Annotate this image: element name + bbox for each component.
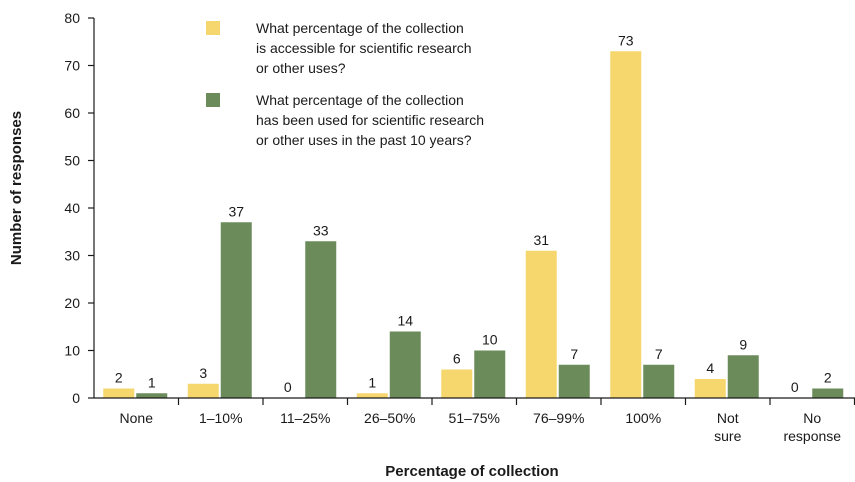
bar-value-label: 6 bbox=[453, 351, 461, 367]
bar-series-2 bbox=[220, 222, 252, 398]
y-axis-ticks: 0 10 20 30 40 50 60 70 80 bbox=[64, 10, 94, 406]
legend-swatch-series-1 bbox=[206, 21, 220, 35]
bar-series-2 bbox=[136, 393, 168, 398]
y-tick-label: 60 bbox=[64, 105, 80, 121]
x-tick-label: Not bbox=[717, 410, 739, 426]
legend-label: What percentage of the collection bbox=[256, 20, 464, 36]
bar-value-label: 9 bbox=[739, 336, 747, 352]
bar-series-1 bbox=[356, 393, 388, 398]
x-axis-ticks: None 1–10% 11–25% 26–50% 51–75% 76–99% 100% Not… bbox=[120, 398, 855, 444]
bar-series-2 bbox=[812, 388, 844, 398]
bar-series-1 bbox=[103, 388, 135, 398]
bar-value-label: 1 bbox=[368, 374, 376, 390]
bar-value-label: 10 bbox=[482, 332, 498, 348]
legend-label: What percentage of the collection bbox=[256, 92, 464, 108]
y-tick-label: 10 bbox=[64, 343, 80, 359]
bar-value-label: 14 bbox=[397, 313, 413, 329]
legend-label: or other uses? bbox=[256, 60, 346, 76]
y-tick-label: 30 bbox=[64, 248, 80, 264]
bar-series-1 bbox=[525, 250, 557, 398]
y-tick-label: 80 bbox=[64, 10, 80, 26]
x-tick-label: 26–50% bbox=[364, 410, 415, 426]
bar-value-label: 7 bbox=[655, 346, 663, 362]
bar-value-label: 73 bbox=[618, 32, 634, 48]
legend-label: or other uses in the past 10 years? bbox=[256, 132, 472, 148]
bar-series-2 bbox=[643, 364, 675, 398]
bar-series-1 bbox=[610, 51, 642, 398]
bars-group: 2 1 3 37 0 33 1 14 6 10 31 7 73 7 4 9 0 2 bbox=[103, 32, 844, 398]
bar-value-label: 3 bbox=[199, 365, 207, 381]
bar-value-label: 7 bbox=[570, 346, 578, 362]
y-tick-label: 0 bbox=[72, 390, 80, 406]
bar-value-label: 1 bbox=[148, 374, 156, 390]
x-tick-label: No bbox=[803, 410, 821, 426]
bar-series-2 bbox=[727, 355, 759, 398]
y-axis-title: Number of responses bbox=[8, 111, 25, 265]
x-tick-label: sure bbox=[714, 428, 741, 444]
x-tick-label: 51–75% bbox=[449, 410, 500, 426]
y-tick-label: 70 bbox=[64, 58, 80, 74]
bar-series-2 bbox=[474, 350, 506, 398]
x-tick-label: 1–10% bbox=[199, 410, 243, 426]
x-tick-label: 100% bbox=[625, 410, 661, 426]
bar-value-label: 0 bbox=[791, 379, 799, 395]
bar-value-label: 37 bbox=[228, 203, 244, 219]
bar-value-label: 33 bbox=[313, 222, 329, 238]
bar-series-2 bbox=[389, 331, 421, 398]
bar-value-label: 4 bbox=[706, 360, 714, 376]
bar-value-label: 0 bbox=[284, 379, 292, 395]
y-tick-label: 40 bbox=[64, 200, 80, 216]
y-tick-label: 50 bbox=[64, 153, 80, 169]
legend-label: is accessible for scientific research bbox=[256, 40, 472, 56]
legend-swatch-series-2 bbox=[206, 93, 220, 107]
chart-legend: What percentage of the collection is acce… bbox=[206, 20, 484, 148]
bar-series-1 bbox=[441, 369, 473, 398]
bar-series-1 bbox=[694, 379, 726, 398]
x-tick-label: None bbox=[120, 410, 154, 426]
y-tick-label: 20 bbox=[64, 295, 80, 311]
bar-value-label: 2 bbox=[115, 370, 123, 386]
bar-series-1 bbox=[187, 383, 219, 398]
bar-series-2 bbox=[305, 241, 337, 398]
bar-series-2 bbox=[558, 364, 590, 398]
bar-value-label: 31 bbox=[533, 232, 549, 248]
x-tick-label: 76–99% bbox=[533, 410, 584, 426]
x-tick-label: response bbox=[783, 428, 841, 444]
bar-value-label: 2 bbox=[824, 370, 832, 386]
x-tick-label: 11–25% bbox=[280, 410, 330, 426]
legend-label: has been used for scientific research bbox=[256, 112, 484, 128]
x-axis-title: Percentage of collection bbox=[385, 463, 558, 480]
